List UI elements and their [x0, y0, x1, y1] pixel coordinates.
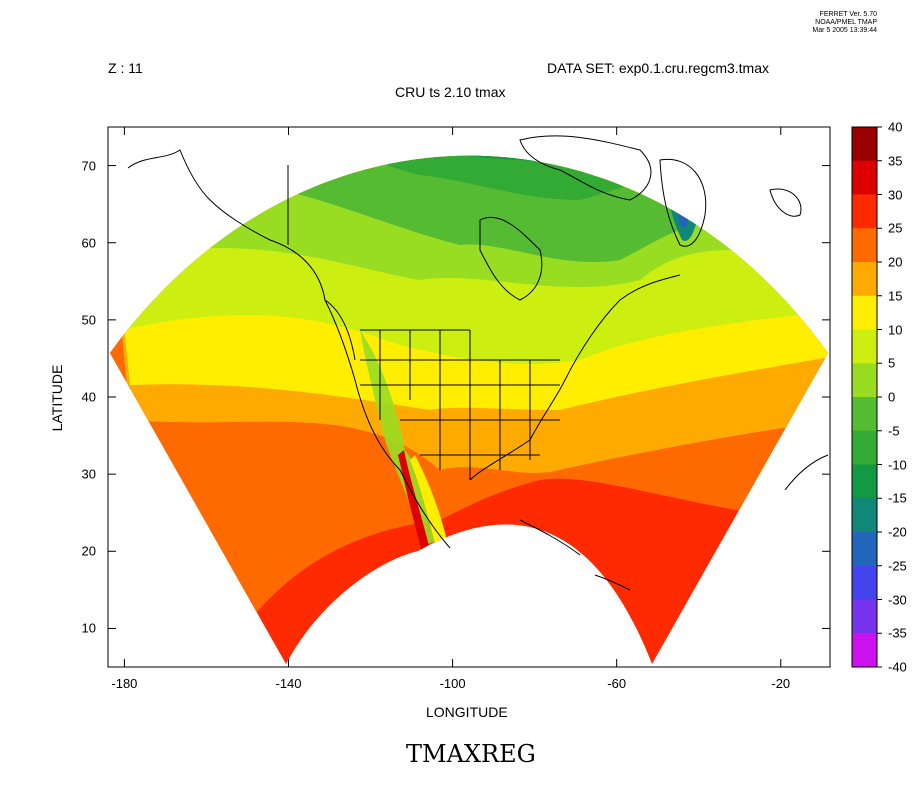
colorbar-level-label: 25	[888, 220, 903, 236]
colorbar	[851, 126, 882, 668]
colorbar-level-label: 5	[888, 355, 896, 371]
colorbar-swatch	[852, 295, 877, 330]
y-tick-label: 10	[81, 620, 96, 636]
x-tick-label: -20	[771, 676, 791, 691]
colorbar-level-label: -20	[888, 524, 907, 540]
colorbar-swatch	[852, 329, 877, 364]
y-tick-label: 60	[81, 235, 96, 251]
colorbar-level-label: -15	[888, 490, 907, 506]
colorbar-level-label: 0	[888, 389, 896, 405]
colorbar-level-label: -5	[888, 423, 900, 439]
colorbar-level-label: -30	[888, 592, 907, 607]
stamp-line-3: Mar 5 2005 13:39:44	[812, 27, 877, 34]
plot-subtitle: CRU ts 2.10 tmax	[395, 84, 506, 100]
colorbar-level-label: 30	[888, 187, 903, 202]
stamp-line-2: NOAA/PMEL TMAP	[815, 19, 877, 26]
colorbar-swatch	[852, 363, 877, 398]
colorbar-swatch	[852, 228, 877, 263]
colorbar-level-label: 15	[888, 288, 903, 304]
colorbar-swatch	[852, 397, 877, 432]
colorbar-level-label: -40	[888, 659, 907, 675]
y-tick-label: 20	[81, 543, 96, 559]
colorbar-level-label: 20	[888, 254, 903, 270]
stamp-line-1: FERRET Ver. 5.70	[819, 11, 877, 18]
variable-title: TMAXREG	[406, 740, 536, 768]
colorbar-level-label: -25	[888, 558, 907, 574]
coastlines	[127, 135, 829, 591]
colorbar-swatch	[852, 498, 877, 533]
colorbar-level-label: 35	[888, 153, 903, 169]
colorbar-level-label: -35	[888, 625, 907, 641]
y-tick-label: 40	[81, 389, 96, 405]
colorbar-level-label: 10	[888, 322, 903, 337]
colorbar-swatch	[852, 599, 877, 634]
x-tick-label: -140	[275, 676, 302, 691]
x-axis-ticks	[123, 127, 782, 667]
colorbar-swatch	[852, 633, 877, 668]
ferret-version-stamp: FERRET Ver. 5.70 NOAA/PMEL TMAP Mar 5 20…	[812, 11, 877, 35]
z-level-label: Z : 11	[108, 60, 143, 76]
y-tick-label: 30	[81, 466, 96, 482]
colorbar-swatch	[852, 464, 877, 499]
colorbar-swatch	[852, 532, 877, 567]
x-axis-title: LONGITUDE	[426, 704, 508, 720]
colorbar-swatch	[852, 194, 877, 229]
x-tick-label: -60	[607, 676, 627, 691]
colorbar-swatch	[852, 160, 877, 195]
colorbar-swatch	[852, 430, 877, 465]
colorbar-swatch	[852, 262, 877, 297]
x-tick-label: -100	[439, 676, 466, 691]
y-axis-title: LATITUDE	[49, 364, 65, 432]
y-axis-ticks	[108, 165, 830, 629]
colorbar-swatch	[852, 565, 877, 600]
x-tick-label: -180	[111, 676, 138, 691]
y-tick-label: 70	[81, 158, 96, 174]
colorbar-level-label: -10	[888, 457, 907, 472]
dataset-label: DATA SET: exp0.1.cru.regcm3.tmax	[547, 60, 770, 76]
y-tick-label: 50	[81, 312, 96, 328]
colorbar-swatch	[852, 127, 877, 162]
colorbar-level-label: 40	[888, 119, 903, 135]
